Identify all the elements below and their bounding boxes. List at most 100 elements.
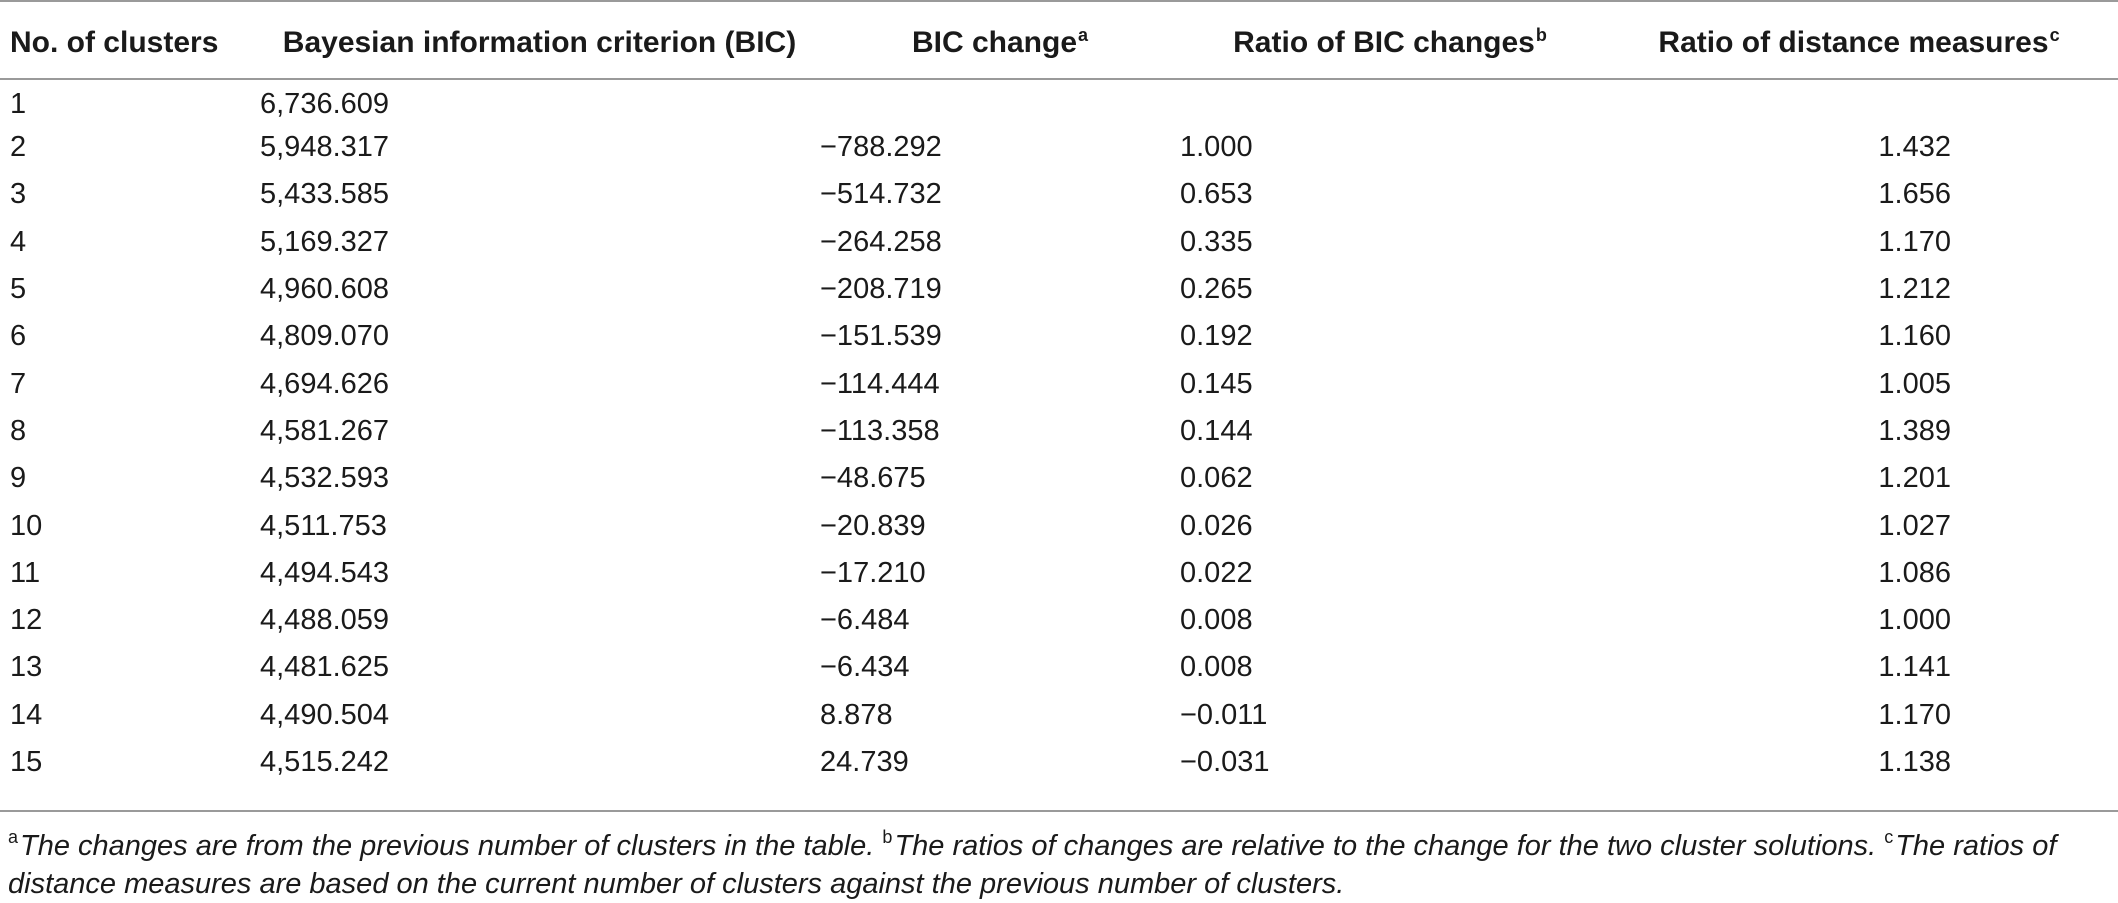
cell-bic: 4,490.504 [260,698,390,731]
cell-bic: 4,532.593 [260,462,390,495]
column-header-ratio-distance: Ratio of distance measuresc [1658,24,2060,59]
cell-ratio-distance: 1.656 [1878,178,1951,211]
column-header-ratio-bic-changes: Ratio of BIC changesb [1233,24,1547,59]
cell-ratio-bic-changes: 1.000 [1180,131,1253,164]
cell-clusters: 5 [10,273,27,306]
cell-bic-change: −20.839 [820,509,926,542]
table-row: 8 4,581.267 −113.358 0.144 1.389 [0,408,2118,455]
cell-ratio-bic-changes: 0.144 [1180,414,1253,447]
cell-ratio-bic-changes: 0.335 [1180,225,1253,258]
cell-bic: 4,488.059 [260,604,390,637]
cell-bic: 4,581.267 [260,414,390,447]
cell-clusters: 3 [10,178,27,211]
table-row: 5 4,960.608 −208.719 0.265 1.212 [0,266,2118,313]
table-row: 11 4,494.543 −17.210 0.022 1.086 [0,550,2118,597]
cell-bic-change: 24.739 [820,746,909,778]
cell-ratio-distance: 1.160 [1878,320,1951,353]
cell-ratio-bic-changes: 0.265 [1180,273,1253,306]
cell-ratio-distance: 1.138 [1878,746,1951,778]
table-row: 12 4,488.059 −6.484 0.008 1.000 [0,597,2118,644]
cell-bic: 4,511.753 [260,509,387,542]
cell-bic: 4,515.242 [260,746,390,778]
cell-bic: 4,960.608 [260,273,390,306]
cell-ratio-distance: 1.086 [1878,556,1951,589]
cell-ratio-distance: 1.389 [1878,414,1951,447]
table-body: 1 6,736.609 2 5,948.317 −788.292 1.000 1.432 3 5… [0,78,2118,786]
table-row: 4 5,169.327 −264.258 0.335 1.170 [0,219,2118,266]
cell-bic-change: −6.434 [820,651,910,684]
cell-ratio-distance: 1.170 [1878,225,1951,258]
cell-clusters: 6 [10,320,27,353]
cell-bic-change: −151.539 [820,320,942,353]
cell-ratio-distance [1600,78,2118,124]
cell-bic: 5,948.317 [260,131,390,164]
table-top-rule [0,0,2118,2]
cell-ratio-bic-changes [1180,78,1600,124]
table-header-row: No. of clusters Bayesian information cri… [0,6,2118,78]
table-row: 13 4,481.625 −6.434 0.008 1.141 [0,644,2118,691]
cell-bic-change: −48.675 [820,462,926,495]
cell-bic: 4,809.070 [260,320,390,353]
table-row: 2 5,948.317 −788.292 1.000 1.432 [0,124,2118,171]
cell-bic: 6,736.609 [260,87,390,120]
cell-ratio-bic-changes: 0.192 [1180,320,1253,353]
cell-ratio-bic-changes: −0.011 [1180,698,1268,731]
cell-ratio-bic-changes: 0.008 [1180,604,1253,637]
column-header-bic: Bayesian information criterion (BIC) [282,25,797,59]
cell-ratio-distance: 1.000 [1878,604,1951,637]
cell-bic: 4,494.543 [260,556,390,589]
cell-bic-change [820,78,1180,124]
cell-ratio-bic-changes: 0.008 [1180,651,1253,684]
cell-clusters: 12 [10,604,43,637]
footnote-a: aThe changes are from the previous numbe… [8,827,875,862]
footnote-b: bThe ratios of changes are relative to t… [882,827,1877,862]
cell-ratio-distance: 1.432 [1878,131,1951,164]
cell-bic: 5,169.327 [260,225,390,258]
table-row: 1 6,736.609 [0,78,2118,124]
table-footnotes: aThe changes are from the previous numbe… [8,818,2113,903]
cell-clusters: 2 [10,131,27,164]
footnote-c: cThe ratios of distance measures are bas… [8,827,2057,900]
table-row: 3 5,433.585 −514.732 0.653 1.656 [0,171,2118,218]
cell-clusters: 7 [10,367,27,400]
cell-bic-change: −17.210 [820,556,926,589]
cell-bic-change: −6.484 [820,604,910,637]
cell-ratio-distance: 1.170 [1878,698,1951,731]
cell-ratio-distance: 1.027 [1878,509,1951,542]
cell-clusters: 4 [10,225,27,258]
cell-clusters: 15 [10,746,43,778]
cell-ratio-distance: 1.201 [1878,462,1951,495]
cell-ratio-bic-changes: 0.062 [1180,462,1253,495]
cell-ratio-distance: 1.212 [1878,273,1951,306]
cell-ratio-bic-changes: 0.022 [1180,556,1253,589]
cell-clusters: 10 [10,509,43,542]
cell-bic-change: −208.719 [820,273,942,306]
cell-ratio-bic-changes: 0.026 [1180,509,1253,542]
cell-ratio-bic-changes: 0.653 [1180,178,1253,211]
cell-bic-change: −788.292 [820,131,942,164]
table-row: 14 4,490.504 8.878 −0.011 1.170 [0,692,2118,739]
cell-bic: 4,481.625 [260,651,390,684]
header-bottom-rule [0,78,2118,80]
cell-bic-change: −514.732 [820,178,942,211]
table-row: 6 4,809.070 −151.539 0.192 1.160 [0,313,2118,360]
cell-clusters: 8 [10,414,27,447]
cell-clusters: 9 [10,462,27,495]
table-row: 9 4,532.593 −48.675 0.062 1.201 [0,455,2118,502]
table-bottom-rule [0,810,2118,812]
cell-bic: 4,694.626 [260,367,390,400]
column-header-clusters: No. of clusters [10,25,219,59]
cell-clusters: 11 [10,556,41,589]
cell-clusters: 1 [10,87,27,120]
table-row: 15 4,515.242 24.739 −0.031 1.138 [0,739,2118,786]
cell-ratio-bic-changes: −0.031 [1180,746,1270,778]
column-header-bic-change: BIC changea [911,24,1089,59]
bic-cluster-table: No. of clusters Bayesian information cri… [0,6,2118,786]
cell-bic-change: 8.878 [820,698,893,731]
cell-clusters: 14 [10,698,43,731]
cell-ratio-distance: 1.141 [1878,651,1951,684]
table-row: 7 4,694.626 −114.444 0.145 1.005 [0,360,2118,407]
cell-bic: 5,433.585 [260,178,390,211]
cell-ratio-distance: 1.005 [1878,367,1951,400]
cell-ratio-bic-changes: 0.145 [1180,367,1253,400]
